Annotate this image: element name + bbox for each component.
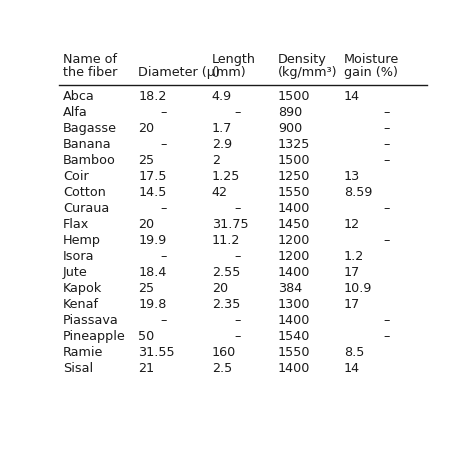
Text: 17: 17 [344,266,360,279]
Text: –: – [161,138,167,151]
Text: Sisal: Sisal [63,362,93,374]
Text: –: – [234,106,241,119]
Text: 890: 890 [278,106,302,119]
Text: 1450: 1450 [278,218,310,231]
Text: Banana: Banana [63,138,111,151]
Text: 25: 25 [138,282,155,295]
Text: 17: 17 [344,298,360,311]
Text: 1300: 1300 [278,298,310,311]
Text: 900: 900 [278,122,302,135]
Text: 1.25: 1.25 [212,170,240,183]
Text: 20: 20 [138,122,155,135]
Text: 19.8: 19.8 [138,298,166,311]
Text: 2.35: 2.35 [212,298,240,311]
Text: 2.5: 2.5 [212,362,232,374]
Text: 1400: 1400 [278,362,310,374]
Text: 2: 2 [212,154,220,167]
Text: –: – [234,313,241,327]
Text: 20: 20 [212,282,228,295]
Text: Coir: Coir [63,170,89,183]
Text: 14: 14 [344,362,360,374]
Text: Isora: Isora [63,250,94,263]
Text: 19.9: 19.9 [138,234,166,247]
Text: 1.7: 1.7 [212,122,232,135]
Text: 1500: 1500 [278,90,310,103]
Text: 14: 14 [344,90,360,103]
Text: 1200: 1200 [278,234,310,247]
Text: 18.2: 18.2 [138,90,166,103]
Text: –: – [383,106,389,119]
Text: Hemp: Hemp [63,234,101,247]
Text: –: – [383,138,389,151]
Text: –: – [161,106,167,119]
Text: 1400: 1400 [278,202,310,215]
Text: Piassava: Piassava [63,313,118,327]
Text: 2.9: 2.9 [212,138,232,151]
Text: Moisture: Moisture [344,53,399,66]
Text: 20: 20 [138,218,155,231]
Text: 31.75: 31.75 [212,218,248,231]
Text: 1250: 1250 [278,170,310,183]
Text: gain (%): gain (%) [344,66,398,79]
Text: 1325: 1325 [278,138,310,151]
Text: 14.5: 14.5 [138,186,166,199]
Text: 1200: 1200 [278,250,310,263]
Text: –: – [234,250,241,263]
Text: 160: 160 [212,345,236,359]
Text: 1.2: 1.2 [344,250,364,263]
Text: 1400: 1400 [278,313,310,327]
Text: –: – [383,330,389,343]
Text: Cotton: Cotton [63,186,106,199]
Text: Jute: Jute [63,266,88,279]
Text: –: – [161,313,167,327]
Text: –: – [234,330,241,343]
Text: 4.9: 4.9 [212,90,232,103]
Text: 1550: 1550 [278,345,310,359]
Text: –: – [383,154,389,167]
Text: 2.55: 2.55 [212,266,240,279]
Text: Name of: Name of [63,53,117,66]
Text: –: – [383,202,389,215]
Text: –: – [234,202,241,215]
Text: the fiber: the fiber [63,66,117,79]
Text: –: – [383,313,389,327]
Text: 1500: 1500 [278,154,310,167]
Text: (kg/mm³): (kg/mm³) [278,66,337,79]
Text: 384: 384 [278,282,302,295]
Text: 1400: 1400 [278,266,310,279]
Text: Kapok: Kapok [63,282,102,295]
Text: Ramie: Ramie [63,345,103,359]
Text: 10.9: 10.9 [344,282,372,295]
Text: 8.59: 8.59 [344,186,372,199]
Text: Abca: Abca [63,90,95,103]
Text: Alfa: Alfa [63,106,88,119]
Text: –: – [161,202,167,215]
Text: Density: Density [278,53,327,66]
Text: Flax: Flax [63,218,89,231]
Text: 8.5: 8.5 [344,345,365,359]
Text: 17.5: 17.5 [138,170,167,183]
Text: Curaua: Curaua [63,202,109,215]
Text: Bamboo: Bamboo [63,154,116,167]
Text: 18.4: 18.4 [138,266,166,279]
Text: 11.2: 11.2 [212,234,240,247]
Text: 25: 25 [138,154,155,167]
Text: Length: Length [212,53,255,66]
Text: 42: 42 [212,186,228,199]
Text: Bagasse: Bagasse [63,122,117,135]
Text: Kenaf: Kenaf [63,298,99,311]
Text: 13: 13 [344,170,360,183]
Text: –: – [383,122,389,135]
Text: Diameter (μ): Diameter (μ) [138,66,220,79]
Text: 1550: 1550 [278,186,310,199]
Text: 1540: 1540 [278,330,310,343]
Text: –: – [161,250,167,263]
Text: –: – [383,234,389,247]
Text: (mm): (mm) [212,66,246,79]
Text: 50: 50 [138,330,155,343]
Text: 21: 21 [138,362,155,374]
Text: Pineapple: Pineapple [63,330,126,343]
Text: 31.55: 31.55 [138,345,175,359]
Text: 12: 12 [344,218,360,231]
